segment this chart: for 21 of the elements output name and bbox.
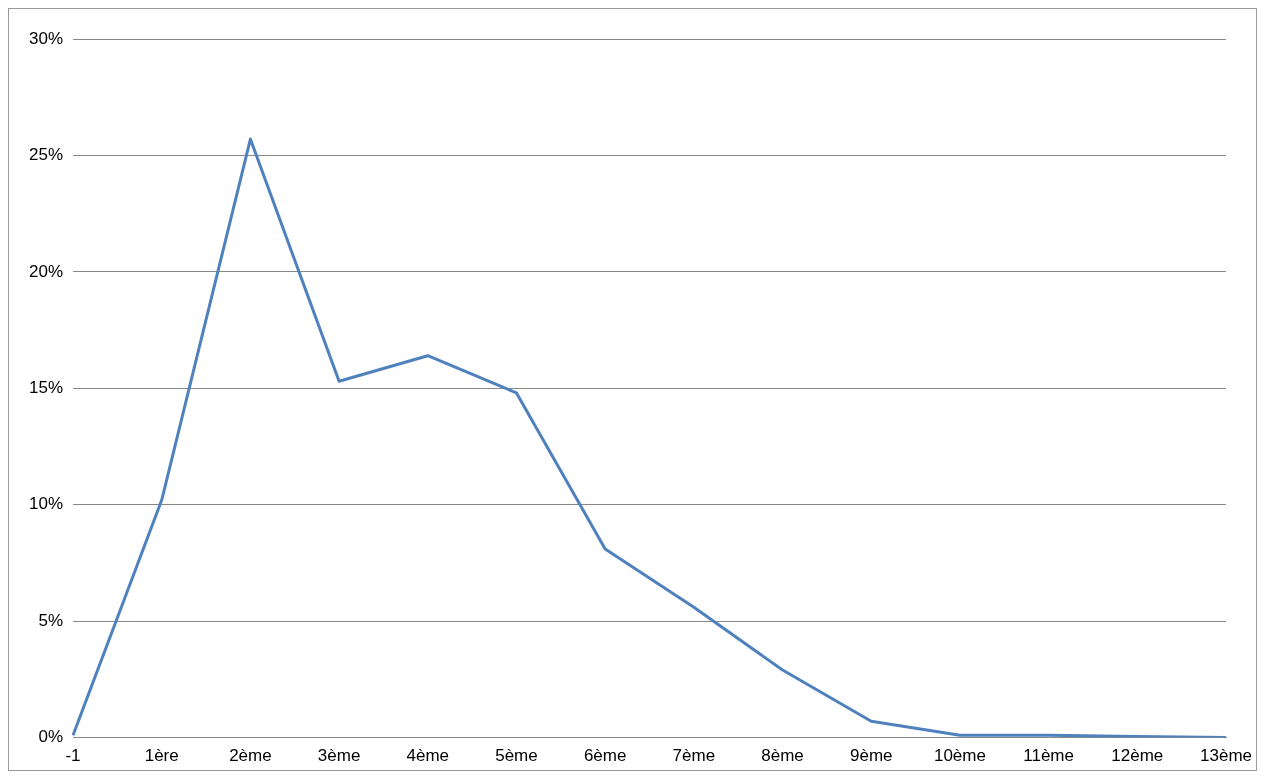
x-tick-label: 7ème bbox=[672, 746, 716, 766]
y-tick-label: 30% bbox=[28, 28, 64, 48]
x-tick-label: 12ème bbox=[1111, 746, 1164, 766]
y-tick-label: 15% bbox=[28, 377, 64, 397]
x-tick-label: 8ème bbox=[761, 746, 804, 766]
x-tick-label: 4ème bbox=[406, 746, 450, 766]
x-tick-label: 6ème bbox=[583, 746, 627, 766]
x-tick-label: 5ème bbox=[495, 746, 538, 766]
x-tick-label: 1ère bbox=[144, 746, 179, 766]
y-tick-label: 0% bbox=[38, 727, 64, 747]
x-tick-label: 10ème bbox=[933, 746, 986, 766]
y-tick-label: 25% bbox=[28, 145, 64, 165]
y-tick-label: 10% bbox=[28, 494, 64, 514]
x-tick-label: 11ème bbox=[1023, 746, 1074, 766]
x-tick-label: 3ème bbox=[317, 746, 361, 766]
x-tick-label: 2ème bbox=[229, 746, 272, 766]
x-tick-label: 9ème bbox=[849, 746, 893, 766]
y-tick-label: 20% bbox=[28, 261, 64, 281]
x-tick-label: -1 bbox=[65, 746, 81, 766]
y-tick-label: 5% bbox=[38, 610, 64, 630]
x-tick-label: 13ème bbox=[1200, 746, 1252, 766]
